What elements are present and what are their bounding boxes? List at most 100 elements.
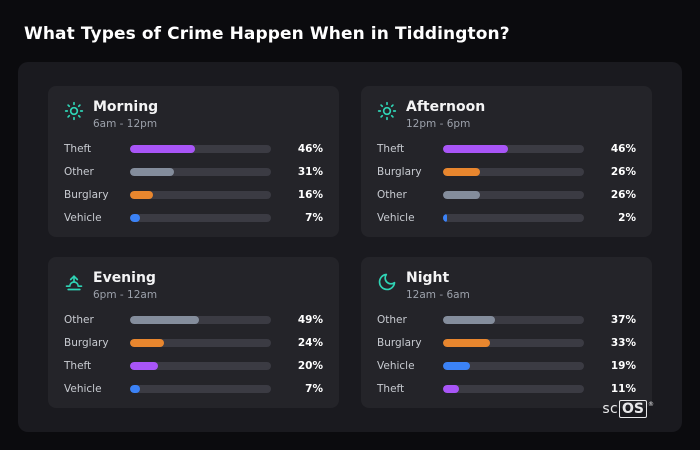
percent-value: 16%: [297, 189, 323, 202]
bar-track: [443, 214, 584, 223]
category-label: Vehicle: [377, 212, 415, 225]
stat-row: Other 37%: [377, 313, 636, 327]
bar-fill: [443, 168, 480, 177]
category-label: Vehicle: [64, 212, 102, 225]
category-label: Theft: [64, 360, 92, 373]
bar-fill: [130, 145, 195, 154]
stat-row: Theft 46%: [377, 142, 636, 156]
card-title: Afternoon: [406, 99, 486, 115]
stat-row: Theft 11%: [377, 382, 636, 396]
stat-row: Other 49%: [64, 313, 323, 327]
stat-row: Burglary 26%: [377, 165, 636, 179]
percent-value: 37%: [610, 314, 636, 327]
page-title: What Types of Crime Happen When in Tiddi…: [24, 24, 510, 44]
category-label: Burglary: [64, 189, 109, 202]
percent-value: 20%: [297, 360, 323, 373]
percent-value: 7%: [305, 212, 323, 225]
percent-value: 31%: [297, 166, 323, 179]
stat-row: Vehicle 19%: [377, 359, 636, 373]
category-label: Vehicle: [64, 383, 102, 396]
stat-row: Theft 20%: [64, 359, 323, 373]
bar-track: [443, 339, 584, 348]
registered-mark-icon: ®: [648, 401, 654, 409]
bar-fill: [443, 339, 490, 348]
card-night: Night 12am - 6am Other 37% Burglary 33% Vehi…: [361, 257, 652, 409]
category-label: Other: [64, 166, 94, 179]
card-evening: Evening 6pm - 12am Other 49% Burglary 24% Th…: [48, 257, 339, 409]
category-label: Vehicle: [377, 360, 415, 373]
card-title: Evening: [93, 270, 156, 287]
card-subtitle: 12pm - 6pm: [406, 118, 471, 131]
bar-fill: [443, 191, 480, 200]
bar-fill: [443, 145, 508, 154]
sun-icon: [377, 101, 397, 121]
card-title: Night: [406, 270, 450, 287]
stat-row: Vehicle 7%: [64, 211, 323, 225]
sun-icon: [64, 101, 84, 121]
category-label: Burglary: [64, 337, 109, 350]
category-label: Other: [377, 314, 407, 327]
stat-row: Theft 46%: [64, 142, 323, 156]
card-header: Afternoon 12pm - 6pm: [377, 99, 636, 130]
percent-value: 26%: [610, 166, 636, 179]
bar-fill: [443, 214, 447, 223]
bar-track: [130, 316, 271, 325]
bar-fill: [130, 339, 164, 348]
bar-track: [443, 191, 584, 200]
percent-value: 46%: [297, 143, 323, 156]
category-label: Other: [377, 189, 407, 202]
stat-row: Other 31%: [64, 165, 323, 179]
bar-track: [443, 385, 584, 394]
card-heading-text: Night 12am - 6am: [406, 270, 470, 301]
percent-value: 11%: [610, 383, 636, 396]
stat-row: Burglary 16%: [64, 188, 323, 202]
category-label: Theft: [64, 143, 92, 156]
category-label: Burglary: [377, 337, 422, 350]
moon-icon: [377, 272, 397, 292]
bar-fill: [130, 385, 140, 394]
cards-grid: Morning 6am - 12pm Theft 46% Other 31% Burgl…: [48, 86, 652, 409]
percent-value: 26%: [610, 189, 636, 202]
bar-rows: Other 37% Burglary 33% Vehicle 19% Theft 11%: [377, 313, 636, 396]
bar-track: [443, 145, 584, 154]
bar-track: [443, 168, 584, 177]
bar-rows: Other 49% Burglary 24% Theft 20% Vehicle 7%: [64, 313, 323, 396]
percent-value: 24%: [297, 337, 323, 350]
percent-value: 49%: [297, 314, 323, 327]
card-header: Evening 6pm - 12am: [64, 270, 323, 301]
card-heading-text: Evening 6pm - 12am: [93, 270, 157, 301]
bar-track: [130, 362, 271, 371]
bar-rows: Theft 46% Other 31% Burglary 16% Vehicle 7%: [64, 142, 323, 225]
category-label: Theft: [377, 143, 405, 156]
bar-track: [130, 214, 271, 223]
card-morning: Morning 6am - 12pm Theft 46% Other 31% Burgl…: [48, 86, 339, 238]
category-label: Burglary: [377, 166, 422, 179]
category-label: Theft: [377, 383, 405, 396]
bar-track: [443, 362, 584, 371]
bar-fill: [443, 362, 470, 371]
stats-panel: Morning 6am - 12pm Theft 46% Other 31% Burgl…: [18, 62, 682, 432]
percent-value: 2%: [618, 212, 636, 225]
bar-fill: [130, 316, 200, 325]
percent-value: 7%: [305, 383, 323, 396]
bar-fill: [443, 316, 496, 325]
sunset-icon: [64, 272, 84, 292]
card-title: Morning: [93, 99, 159, 115]
bar-fill: [130, 214, 140, 223]
scos-logo: sc OS ®: [602, 399, 654, 418]
category-label: Other: [64, 314, 94, 327]
bar-track: [443, 316, 584, 325]
card-heading-text: Afternoon 12pm - 6pm: [406, 99, 485, 130]
stat-row: Burglary 24%: [64, 336, 323, 350]
stat-row: Vehicle 2%: [377, 211, 636, 225]
bar-fill: [130, 168, 174, 177]
bar-fill: [443, 385, 459, 394]
brand-boxed: OS: [619, 399, 647, 418]
card-afternoon: Afternoon 12pm - 6pm Theft 46% Burglary 26%…: [361, 86, 652, 238]
bar-track: [130, 385, 271, 394]
brand-prefix: sc: [602, 400, 619, 417]
card-subtitle: 6pm - 12am: [93, 289, 158, 302]
card-subtitle: 6am - 12pm: [93, 118, 158, 131]
stat-row: Vehicle 7%: [64, 382, 323, 396]
